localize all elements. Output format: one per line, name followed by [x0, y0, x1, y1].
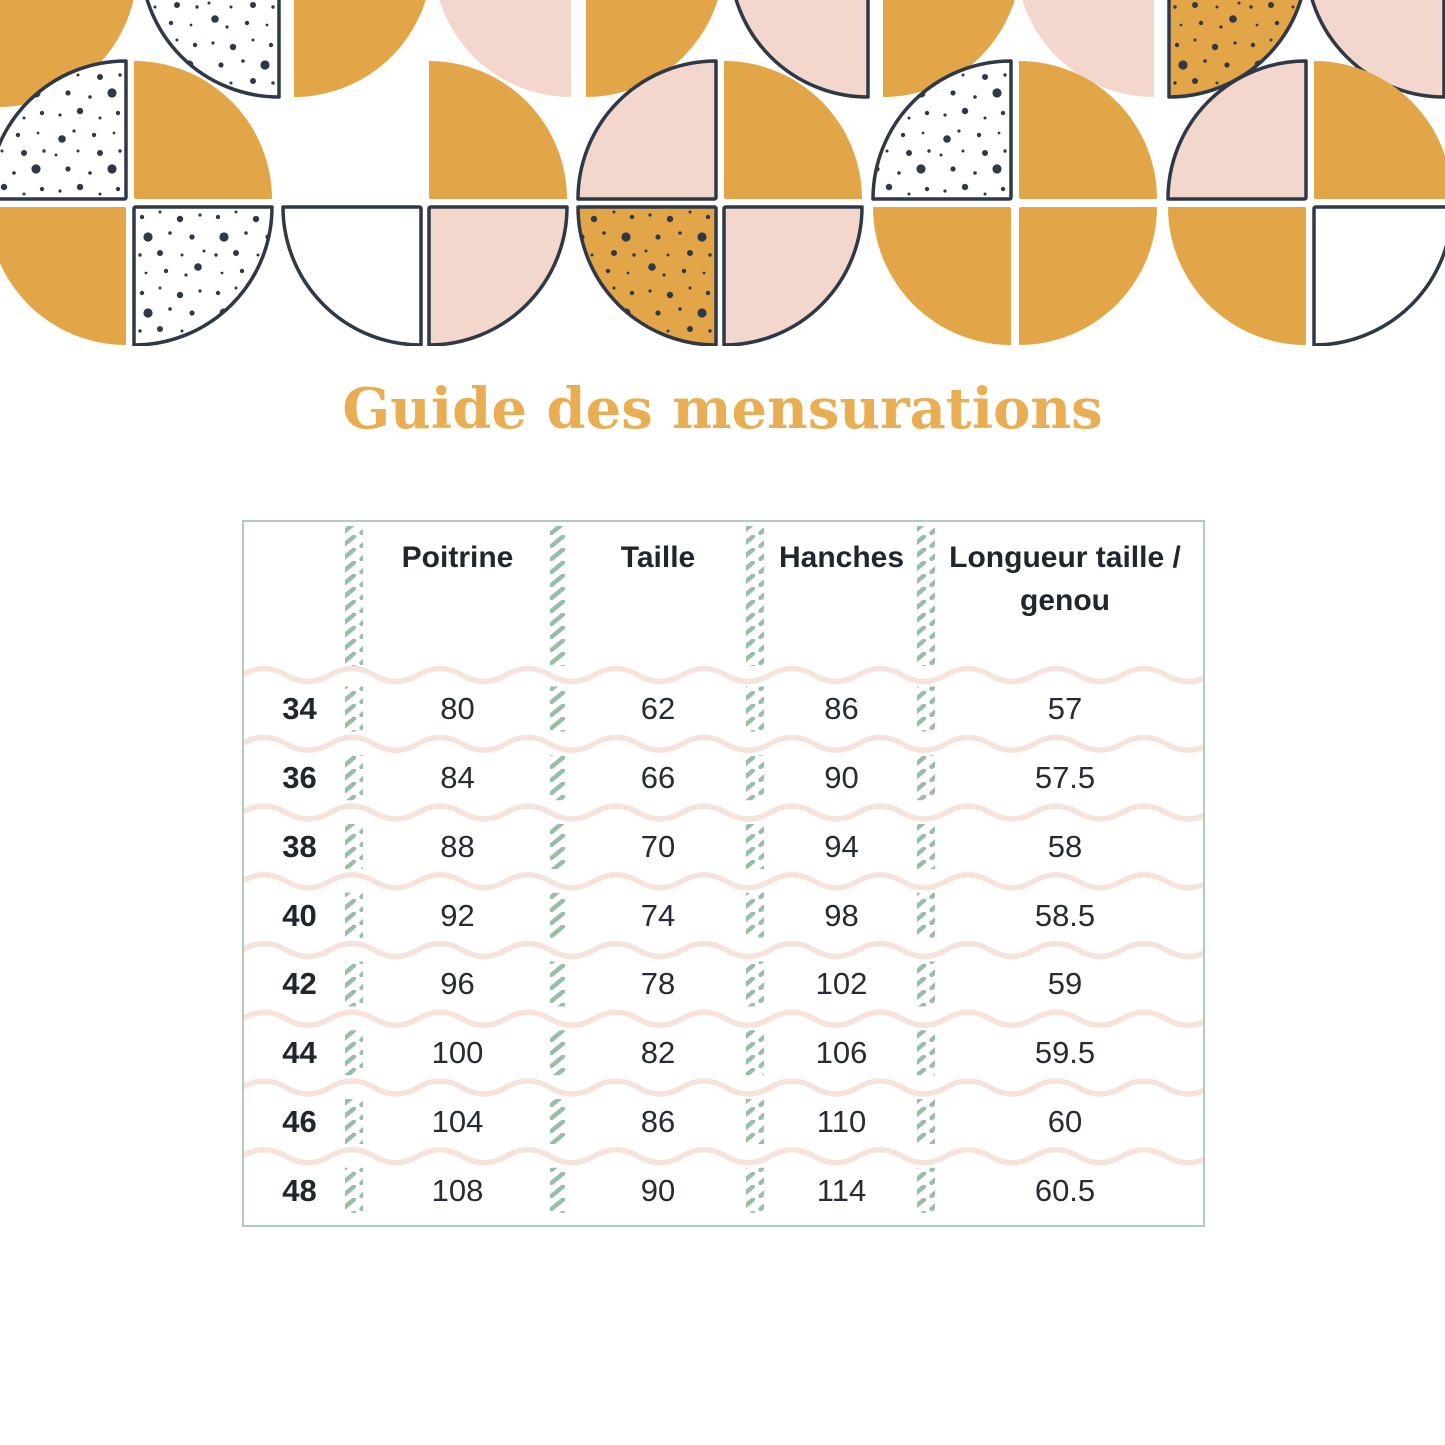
page-title: Guide des mensurations	[342, 376, 1103, 442]
value-cell: 104	[431, 1103, 484, 1139]
value-cell: 58.5	[1034, 897, 1096, 933]
value-cell: 60.5	[1034, 1172, 1096, 1208]
value-cell: 59.5	[1034, 1035, 1096, 1071]
table-row: 48 108 90 114 60.5	[244, 1156, 1203, 1225]
value-cell: 88	[440, 828, 475, 864]
column-header-taille: Taille	[620, 541, 696, 574]
size-cell: 36	[282, 760, 317, 796]
value-cell: 86	[640, 1103, 676, 1139]
value-cell: 86	[824, 691, 859, 727]
table-row: 36 84 66 90 57.5	[244, 744, 1203, 813]
decorative-banner	[0, 0, 1445, 346]
value-cell: 59	[1047, 966, 1083, 1002]
value-cell: 94	[824, 828, 859, 864]
column-header-longueur: Longueur taille / genou	[949, 541, 1181, 617]
value-cell: 80	[440, 691, 475, 727]
value-cell: 90	[640, 1172, 676, 1208]
value-cell: 58	[1047, 828, 1083, 864]
value-cell: 66	[640, 760, 676, 796]
size-column-header	[244, 522, 355, 537]
size-cell: 34	[282, 691, 317, 727]
table-row: 44 100 82 106 59.5	[244, 1019, 1203, 1088]
table-decoration	[244, 526, 1203, 1213]
value-cell: 90	[824, 760, 859, 796]
value-cell: 74	[640, 897, 676, 933]
table-row: 34 80 62 86 57	[244, 675, 1203, 744]
size-cell: 48	[282, 1172, 317, 1208]
size-cell: 44	[282, 1035, 317, 1071]
value-cell: 78	[640, 966, 676, 1002]
column-header-hanches: Hanches	[778, 541, 905, 574]
size-cell: 40	[282, 897, 317, 933]
value-cell: 110	[816, 1103, 867, 1139]
value-cell: 106	[815, 1035, 868, 1071]
table-header-row: Poitrine Taille Hanches Longueur taille …	[244, 522, 1203, 675]
size-cell: 46	[282, 1103, 317, 1139]
size-cell: 38	[282, 828, 317, 864]
value-cell: 84	[440, 760, 475, 796]
value-cell: 96	[440, 966, 475, 1002]
table-row: 38 88 70 94 58	[244, 813, 1203, 882]
column-header-poitrine: Poitrine	[401, 541, 514, 574]
table-row: 40 92 74 98 58.5	[244, 881, 1203, 950]
quarter-circle-shapes	[0, 0, 1445, 346]
value-cell: 108	[431, 1172, 484, 1208]
size-guide-table: Poitrine Taille Hanches Longueur taille …	[242, 520, 1205, 1227]
table-row: 46 104 86 110 60	[244, 1088, 1203, 1157]
table-row: 42 96 78 102 59	[244, 950, 1203, 1019]
value-cell: 102	[815, 966, 868, 1002]
value-cell: 70	[640, 828, 676, 864]
value-cell: 92	[440, 897, 475, 933]
value-cell: 82	[640, 1035, 676, 1071]
value-cell: 62	[640, 691, 676, 727]
value-cell: 100	[431, 1035, 484, 1071]
value-cell: 57.5	[1034, 760, 1096, 796]
value-cell: 114	[816, 1172, 867, 1208]
value-cell: 57	[1047, 691, 1083, 727]
value-cell: 60	[1047, 1103, 1083, 1139]
value-cell: 98	[824, 897, 859, 933]
size-cell: 42	[282, 966, 317, 1002]
hatch-and-wave-decor	[244, 526, 1203, 1213]
